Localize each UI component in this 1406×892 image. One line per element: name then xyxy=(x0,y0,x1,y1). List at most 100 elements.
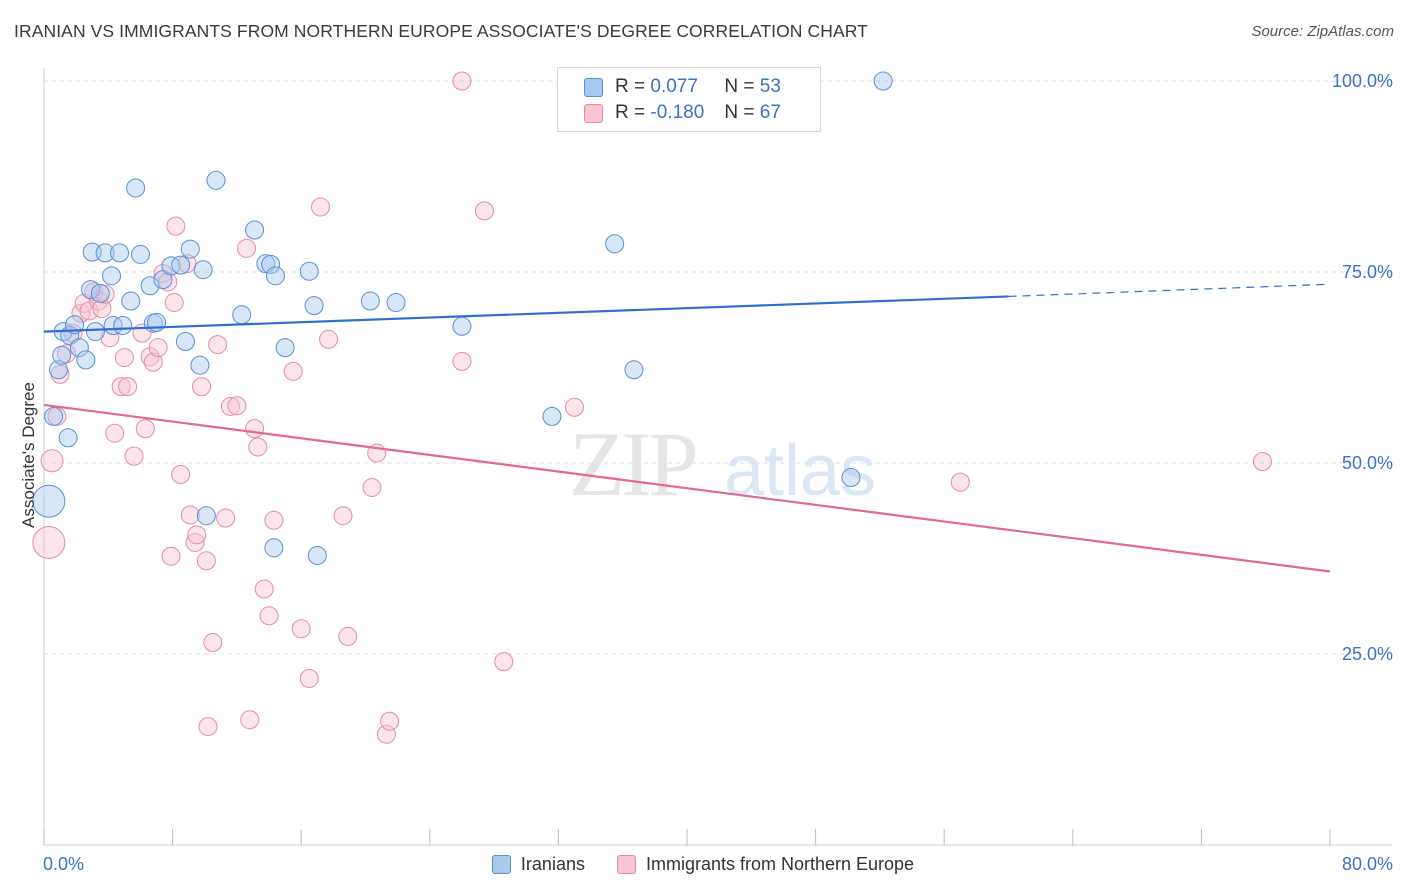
northern-europe-point xyxy=(494,652,514,672)
y-axis-label: Associate's Degree xyxy=(19,382,38,528)
legend-label: Iranians xyxy=(520,853,585,874)
axes xyxy=(43,68,1392,846)
northern-europe-point xyxy=(452,71,472,91)
northern-europe-point xyxy=(135,419,155,439)
watermark: ZIP atlas xyxy=(569,413,876,515)
northern-europe-point xyxy=(950,472,970,492)
northern-europe-point xyxy=(220,396,240,416)
northern-europe-point xyxy=(333,506,353,526)
iranians-point xyxy=(32,484,66,518)
northern-europe-point xyxy=(192,377,212,397)
watermark-atlas: atlas xyxy=(724,431,876,511)
iranians-point xyxy=(95,243,115,263)
n-value: 53 xyxy=(759,76,781,97)
iranians-point xyxy=(48,360,68,380)
iranians-point xyxy=(190,355,210,375)
northern-europe-point xyxy=(164,293,184,313)
legend-label: Immigrants from Northern Europe xyxy=(645,853,915,874)
northern-europe-point xyxy=(111,377,131,397)
r-value: -0.180 xyxy=(650,102,705,123)
northern-europe-point xyxy=(248,437,268,457)
r-label: R = xyxy=(615,76,646,97)
northern-europe-point xyxy=(185,532,205,552)
iranians-point xyxy=(386,293,406,313)
iranians-point xyxy=(605,234,625,254)
northern-europe-point xyxy=(84,282,104,302)
r-value: 0.077 xyxy=(650,76,698,97)
northern-europe-point xyxy=(259,606,279,626)
stats-legend: R = 0.077 N = 53 R = -0.180 N = 67 xyxy=(557,67,821,132)
northern-europe-point xyxy=(380,711,400,731)
northern-europe-point xyxy=(564,397,584,417)
legend-item-iranians[interactable]: Iranians xyxy=(491,853,585,875)
northern-europe-point xyxy=(148,338,168,358)
iranians-point xyxy=(360,291,380,311)
northern-europe-point xyxy=(362,477,382,497)
iranians-point xyxy=(175,332,195,352)
stats-row-northern-europe: R = -0.180 N = 67 xyxy=(584,101,781,125)
iranians-point xyxy=(307,545,327,565)
n-label: N = xyxy=(724,102,755,123)
northern-europe-point xyxy=(216,508,236,528)
northern-europe-point xyxy=(196,551,216,571)
northern-europe-point xyxy=(92,299,112,319)
x-tick-label: 0.0% xyxy=(43,854,84,874)
n-value: 67 xyxy=(759,102,781,123)
northern-europe-point xyxy=(105,423,125,443)
northern-europe-point xyxy=(171,464,191,484)
iranians-point xyxy=(69,338,89,358)
iranians-point xyxy=(841,468,861,488)
iranians-trend-extension xyxy=(1008,283,1331,298)
iranians-swatch xyxy=(584,77,603,97)
iranians-point xyxy=(52,345,72,365)
northern-europe-swatch xyxy=(584,103,603,123)
iranians-point xyxy=(193,260,213,280)
iranians-point xyxy=(126,178,146,198)
northern-europe-point xyxy=(95,284,115,304)
iranians-point xyxy=(304,296,324,316)
northern-europe-point xyxy=(299,668,319,688)
watermark-zip: ZIP xyxy=(569,413,696,515)
northern-europe-point xyxy=(291,619,311,639)
iranians-point xyxy=(264,538,284,558)
northern-europe-point xyxy=(264,510,284,530)
northern-europe-point xyxy=(161,546,181,566)
source-label: Source: ZipAtlas.com xyxy=(1251,23,1394,40)
iranians-point xyxy=(261,254,281,274)
iranians-point xyxy=(245,220,265,240)
y-tick-label: 50.0% xyxy=(1342,453,1393,473)
northern-europe-trend-line xyxy=(43,403,1331,573)
northern-europe-point xyxy=(338,626,358,646)
northern-europe-point xyxy=(254,579,274,599)
northern-europe-point xyxy=(143,352,163,372)
iranians-point xyxy=(121,291,141,311)
iranians-point xyxy=(265,266,285,286)
iranians-point xyxy=(452,316,472,336)
iranians-point xyxy=(90,283,110,303)
northern-europe-point xyxy=(237,238,257,258)
northern-europe-point xyxy=(124,446,144,466)
iranians-point xyxy=(58,428,78,448)
iranians-point xyxy=(624,360,644,380)
iranians-point xyxy=(161,256,181,276)
iranians-point xyxy=(110,243,130,263)
legend-item-northern-europe[interactable]: Immigrants from Northern Europe xyxy=(616,853,915,875)
iranians-point xyxy=(873,71,893,91)
x-tick-labels: 0.0% 80.0% xyxy=(43,854,1393,874)
iranians-point xyxy=(76,350,96,370)
y-tick-label: 100.0% xyxy=(1332,71,1393,91)
northern-europe-point xyxy=(40,449,64,473)
northern-europe-point xyxy=(180,505,200,525)
northern-europe-point xyxy=(198,717,218,737)
r-label: R = xyxy=(615,102,646,123)
iranians-point xyxy=(232,305,252,325)
stats-row-iranians: R = 0.077 N = 53 xyxy=(584,75,781,99)
n-label: N = xyxy=(724,76,755,97)
northern-europe-swatch xyxy=(616,854,636,874)
northern-europe-point xyxy=(118,377,138,397)
iranians-point xyxy=(81,280,101,300)
northern-europe-point xyxy=(310,197,330,217)
y-tick-label: 75.0% xyxy=(1342,262,1393,282)
iranians-point xyxy=(113,315,133,335)
